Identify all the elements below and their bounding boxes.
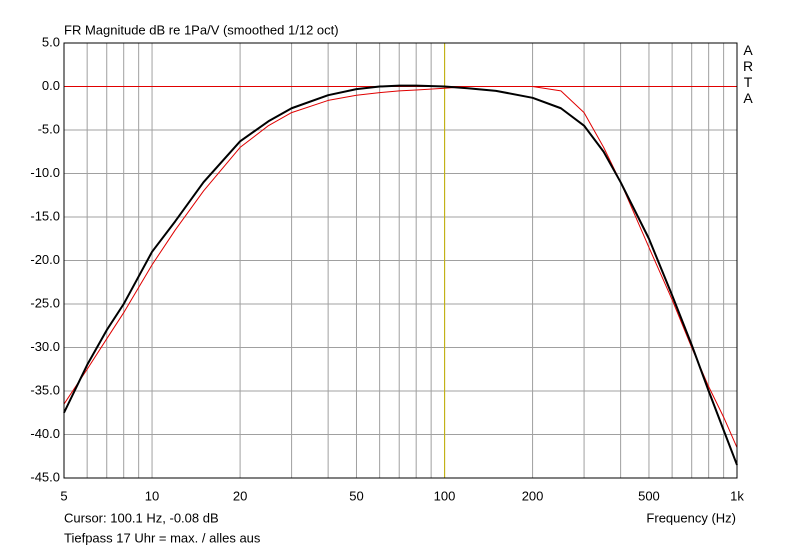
x-tick-label: 200 xyxy=(522,488,544,503)
y-tick-label: -25.0 xyxy=(30,295,60,310)
x-tick-label: 5 xyxy=(60,488,67,503)
x-tick-label: 50 xyxy=(349,488,363,503)
series-line xyxy=(63,86,738,448)
cursor-label: Cursor: 100.1 Hz, -0.08 dB xyxy=(64,510,219,525)
chart-title: FR Magnitude dB re 1Pa/V (smoothed 1/12 … xyxy=(64,22,339,37)
side-label: ARTA xyxy=(740,42,756,106)
x-tick-label: 10 xyxy=(145,488,159,503)
y-tick-label: -5.0 xyxy=(38,121,60,136)
y-tick-label: 5.0 xyxy=(42,34,60,49)
x-tick-label: 1k xyxy=(730,488,744,503)
y-tick-label: -30.0 xyxy=(30,339,60,354)
y-tick-label: 0.0 xyxy=(42,78,60,93)
x-tick-label: 500 xyxy=(638,488,660,503)
x-axis-label: Frequency (Hz) xyxy=(646,510,736,525)
y-tick-label: -20.0 xyxy=(30,252,60,267)
series-line xyxy=(63,84,738,466)
x-tick-label: 20 xyxy=(233,488,247,503)
y-tick-label: -35.0 xyxy=(30,382,60,397)
y-tick-label: -45.0 xyxy=(30,469,60,484)
x-tick-label: 100 xyxy=(434,488,456,503)
y-tick-label: -40.0 xyxy=(30,426,60,441)
y-tick-label: -10.0 xyxy=(30,165,60,180)
footer: Tiefpass 17 Uhr = max. / alles aus xyxy=(64,530,261,545)
plot-frame xyxy=(63,42,738,479)
y-tick-label: -15.0 xyxy=(30,208,60,223)
